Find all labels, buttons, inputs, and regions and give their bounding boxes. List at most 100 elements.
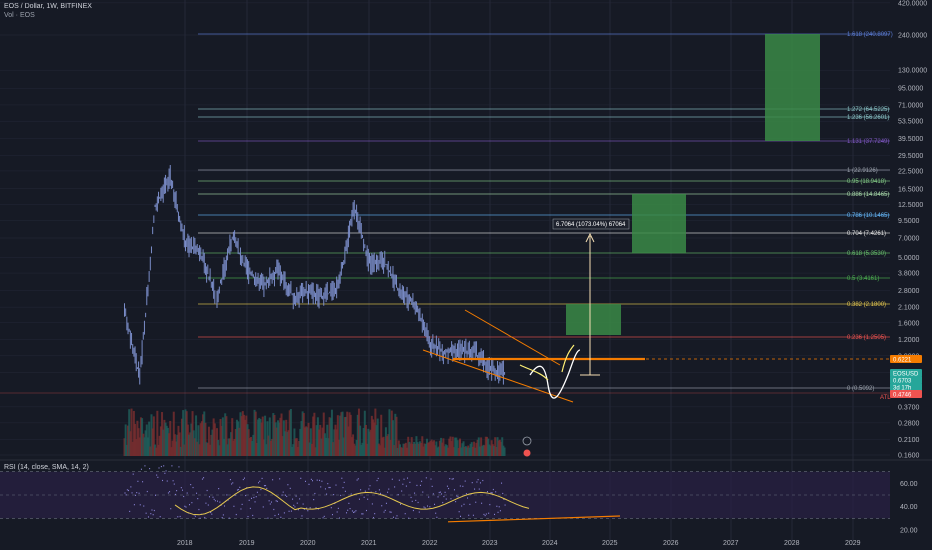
volume-bar <box>301 411 304 456</box>
volume-bar <box>322 412 325 456</box>
wedge-lower-line[interactable] <box>422 349 574 403</box>
volume-bar <box>469 443 472 456</box>
volume-bar <box>316 417 319 456</box>
volume-bar <box>414 443 417 456</box>
target-box[interactable] <box>566 304 621 335</box>
rsi-tick-label: 40.00 <box>900 504 918 511</box>
volume-bar <box>357 408 360 456</box>
volume-bar <box>330 409 333 456</box>
volume-bar <box>460 447 463 456</box>
volume-bar <box>250 436 253 456</box>
volume-bar <box>436 447 439 456</box>
volume-bar <box>466 447 469 456</box>
volume-bar <box>387 434 390 456</box>
volume-bar <box>390 410 393 456</box>
price-tick-label: 1.2000 <box>898 337 920 344</box>
volume-bar <box>170 447 173 456</box>
volume-bar <box>427 442 430 456</box>
volume-bar <box>476 439 479 456</box>
volume-bar <box>262 439 265 456</box>
price-tick-label: 0.2100 <box>898 437 920 444</box>
measure-label: 6.7064 (1073.04%) 67064 <box>556 222 626 228</box>
volume-bar <box>218 445 221 456</box>
volume-bar <box>364 424 367 456</box>
earnings-icon[interactable] <box>523 449 531 457</box>
volume-bar <box>254 411 257 456</box>
volume-bar <box>205 442 208 456</box>
volume-bar <box>376 418 379 456</box>
volume-bar <box>224 413 227 456</box>
volume-bar <box>141 418 144 456</box>
volume-bar <box>410 437 413 456</box>
volume-bar <box>314 447 317 456</box>
volume-bar <box>295 438 298 456</box>
volume-bar <box>394 413 397 456</box>
volume-bar <box>157 444 160 456</box>
volume-bar <box>329 418 332 456</box>
volume-bar <box>326 424 329 456</box>
year-tick-label: 2023 <box>482 540 498 547</box>
volume-bar <box>491 444 494 456</box>
volume-bar <box>124 424 127 456</box>
volume-bar <box>274 422 277 456</box>
volume-bar <box>230 432 233 456</box>
volume-bar <box>264 415 267 456</box>
volume-bar <box>261 416 264 456</box>
volume-bar <box>418 441 421 456</box>
volume-bar <box>333 429 336 456</box>
fib-level-label: 1.272 (64.5225) <box>847 107 889 113</box>
volume-bar <box>188 434 191 456</box>
volume-bar <box>370 415 373 456</box>
volume-bar <box>271 438 274 456</box>
volume-bar <box>245 415 248 456</box>
volume-bar <box>404 442 407 456</box>
volume-bar <box>359 425 362 456</box>
volume-bar <box>503 447 506 456</box>
volume-bar <box>210 434 213 456</box>
volume-bar <box>150 414 153 456</box>
volume-bar <box>172 411 175 456</box>
volume-bar <box>168 433 171 456</box>
price-tick-label: 22.5000 <box>898 168 923 175</box>
volume-bar <box>429 440 432 456</box>
volume-bar <box>197 425 200 456</box>
projection-highlight <box>519 344 575 381</box>
price-tick-label: 2.1000 <box>898 305 920 312</box>
volume-bar <box>328 417 331 456</box>
volume-bar <box>251 440 254 456</box>
volume-bar <box>444 444 447 456</box>
wedge-upper-line[interactable] <box>464 309 561 366</box>
price-tick-label: 1.6000 <box>898 320 920 327</box>
volume-bar <box>182 410 185 456</box>
target-box[interactable] <box>632 194 686 253</box>
volume-bar <box>241 411 244 456</box>
volume-bar <box>441 442 444 456</box>
price-badge <box>890 355 922 363</box>
volume-bar <box>145 424 148 456</box>
volume-bar <box>286 431 289 456</box>
volume-bar <box>449 436 452 456</box>
volume-bar <box>221 417 224 456</box>
volume-bar <box>450 441 453 456</box>
price-badge-label: 0.6703 <box>893 379 912 385</box>
volume-bar <box>445 445 448 456</box>
price-badge-label: 0.4746 <box>893 393 912 399</box>
price-tick-label: 0.3700 <box>898 404 920 411</box>
volume-bar <box>343 417 346 456</box>
fib-level-label: 0.704 (7.4261) <box>847 231 886 237</box>
year-tick-label: 2029 <box>845 540 861 547</box>
flag-icon[interactable] <box>522 436 532 446</box>
volume-bar <box>138 437 141 456</box>
projection-path[interactable] <box>529 349 581 399</box>
volume-bar <box>341 411 344 456</box>
volume-bar <box>448 438 451 456</box>
volume-bar <box>308 442 311 456</box>
fib-level-label: 0.886 (14.8465) <box>847 192 889 198</box>
volume-bar <box>353 443 356 456</box>
volume-bar <box>320 438 323 456</box>
volume-bar <box>237 421 240 456</box>
volume-bar <box>315 425 318 456</box>
target-box[interactable] <box>765 34 820 141</box>
price-tick-label: 0.1600 <box>898 453 920 460</box>
